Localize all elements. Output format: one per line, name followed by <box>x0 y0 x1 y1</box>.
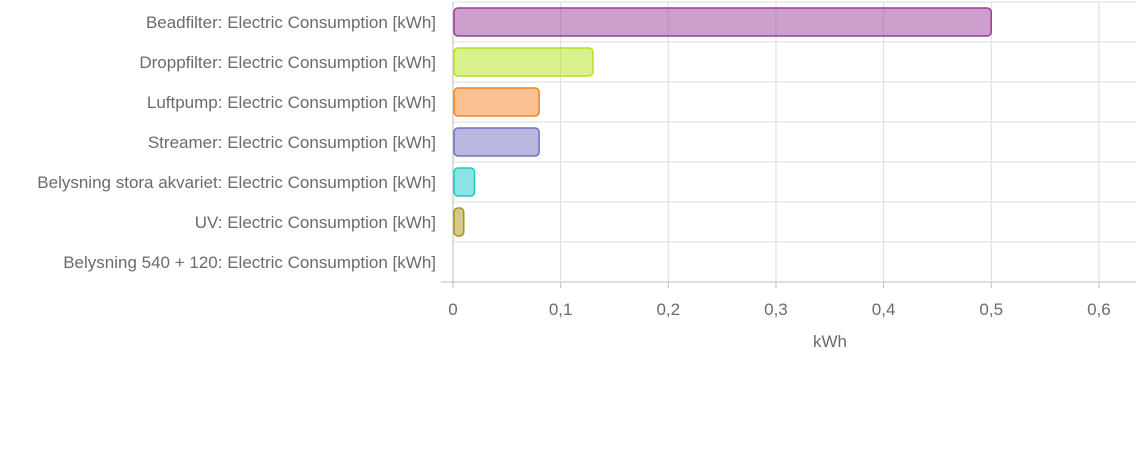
x-tick-label: 0 <box>448 300 457 319</box>
x-tick-label: 0,2 <box>656 300 680 319</box>
bars <box>453 7 992 237</box>
category-label: Luftpump: Electric Consumption [kWh] <box>147 93 436 112</box>
category-label: Streamer: Electric Consumption [kWh] <box>148 133 436 152</box>
bar[interactable] <box>453 87 540 117</box>
bar[interactable] <box>453 207 465 237</box>
bar[interactable] <box>453 7 992 37</box>
category-label: Droppfilter: Electric Consumption [kWh] <box>139 53 436 72</box>
x-tick-labels: 0 0,1 0,2 0,3 0,4 0,5 0,6 <box>448 300 1110 319</box>
category-labels: Beadfilter: Electric Consumption [kWh] Dr… <box>37 13 436 272</box>
x-tick-label: 0,3 <box>764 300 788 319</box>
x-tick-label: 0,1 <box>549 300 573 319</box>
x-tick-label: 0,5 <box>979 300 1003 319</box>
grid <box>441 1 1136 288</box>
x-tick-label: 0,4 <box>872 300 896 319</box>
category-label: Belysning stora akvariet: Electric Consu… <box>37 173 436 192</box>
bar[interactable] <box>453 47 594 77</box>
category-label: Belysning 540 + 120: Electric Consumptio… <box>63 253 436 272</box>
x-tick-label: 0,6 <box>1087 300 1111 319</box>
bar[interactable] <box>453 167 476 197</box>
x-axis-title: kWh <box>813 332 847 351</box>
category-label: UV: Electric Consumption [kWh] <box>195 213 436 232</box>
category-label: Beadfilter: Electric Consumption [kWh] <box>146 13 436 32</box>
bar[interactable] <box>453 127 540 157</box>
